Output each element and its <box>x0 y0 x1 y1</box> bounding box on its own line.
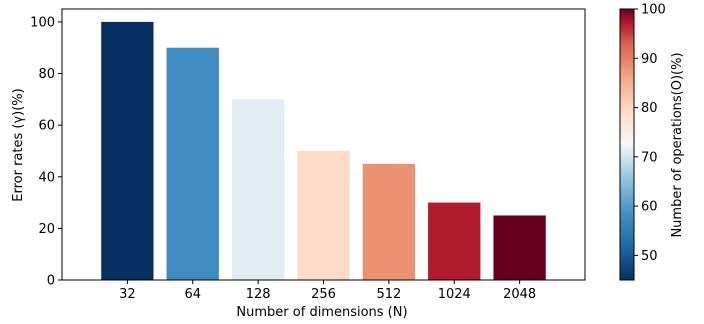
x-tick-label: 512 <box>376 287 401 302</box>
x-axis-label: Number of dimensions (N) <box>236 305 407 320</box>
y-axis-label: Error rates (γ)(%) <box>11 88 26 201</box>
colorbar-tick-label: 90 <box>641 52 658 67</box>
y-tick-label: 40 <box>38 170 55 185</box>
plot-frame <box>61 8 586 281</box>
x-tick-label: 64 <box>184 287 201 302</box>
bar <box>166 47 219 281</box>
y-tick-label: 60 <box>38 119 55 134</box>
x-tick-label: 256 <box>311 287 336 302</box>
bar <box>297 150 350 280</box>
colorbar <box>619 8 635 281</box>
bar <box>101 21 154 281</box>
y-tick-label: 0 <box>47 274 55 289</box>
x-tick-label: 128 <box>246 287 271 302</box>
colorbar-tick-label: 100 <box>641 3 666 18</box>
y-axis: 0 20 40 60 80 100 <box>30 15 62 289</box>
colorbar-label: Number of operations(O)(%) <box>670 52 685 237</box>
colorbar-ticks: 50 60 70 80 90 100 <box>634 3 666 264</box>
x-tick-label: 32 <box>119 287 136 302</box>
y-tick-label: 100 <box>30 15 55 30</box>
bar <box>231 99 285 280</box>
colorbar-tick-label: 80 <box>641 101 658 116</box>
y-tick-label: 80 <box>38 67 55 82</box>
x-axis: 32 64 128 256 512 1024 2048 <box>119 280 536 302</box>
bar <box>493 215 546 280</box>
bar <box>428 202 481 280</box>
colorbar-tick-label: 50 <box>641 249 658 264</box>
bar <box>362 163 416 280</box>
colorbar-tick-label: 60 <box>641 200 658 215</box>
y-tick-label: 20 <box>38 222 55 237</box>
bars-group <box>101 21 546 281</box>
x-tick-label: 2048 <box>503 287 536 302</box>
x-tick-label: 1024 <box>438 287 471 302</box>
colorbar-tick-label: 70 <box>641 150 658 165</box>
